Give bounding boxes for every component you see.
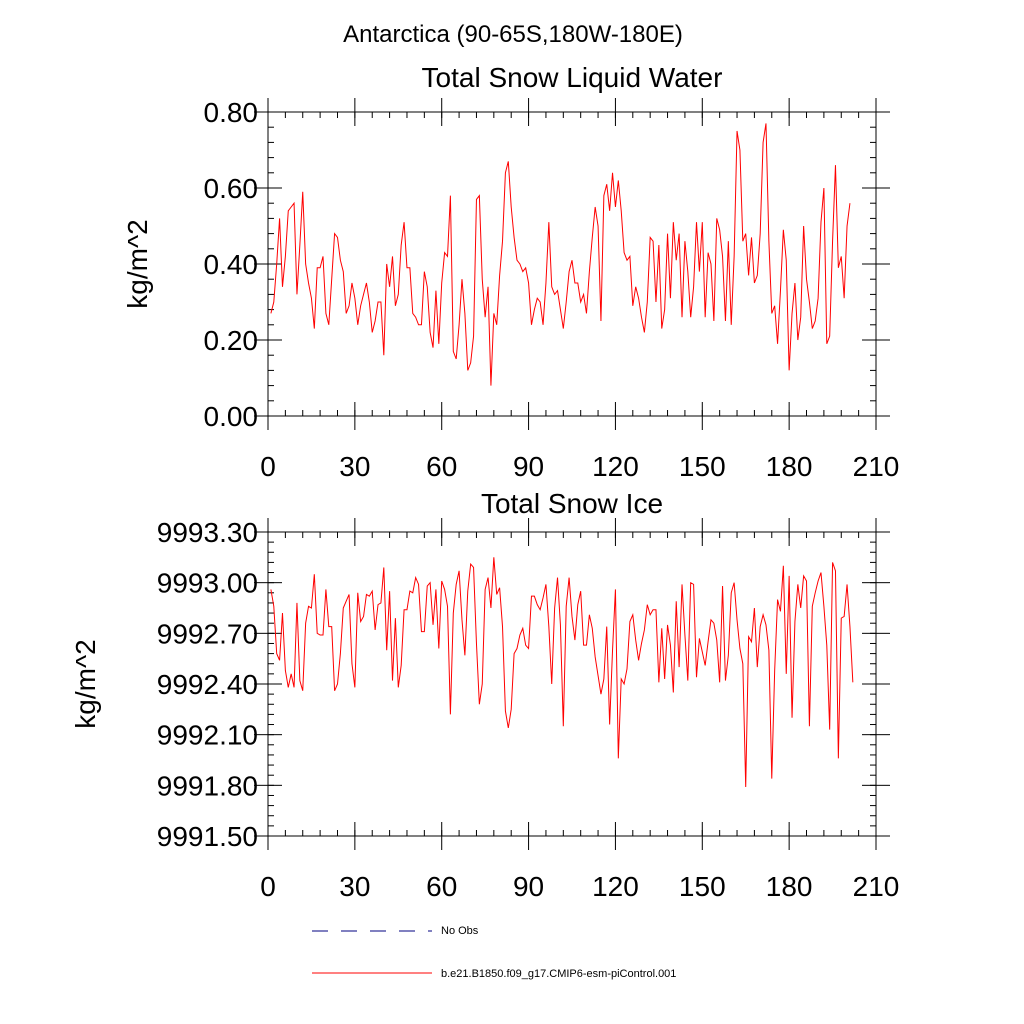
series-line bbox=[270, 557, 854, 788]
x-tick-label: 150 bbox=[679, 451, 726, 482]
x-tick-label: 60 bbox=[426, 871, 457, 902]
x-tick-label: 120 bbox=[592, 871, 639, 902]
page-title: Antarctica (90-65S,180W-180E) bbox=[343, 21, 683, 48]
y-tick-label: 0.40 bbox=[204, 249, 259, 280]
chart-title: Total Snow Liquid Water bbox=[422, 62, 723, 93]
x-tick-label: 30 bbox=[339, 451, 370, 482]
chart-panel-snow-liquid-water: Total Snow Liquid Water kg/m^2 0 30 60 90 120 1… bbox=[122, 62, 899, 482]
y-tick-label: 9992.40 bbox=[157, 669, 258, 700]
series-line bbox=[270, 123, 851, 386]
chart-panel-snow-ice: Total Snow Ice kg/m^2 0 30 60 90 120 150 180 210 9… bbox=[70, 488, 899, 902]
chart-title: Total Snow Ice bbox=[481, 488, 663, 519]
legend: No Obs b.e21.B1850.f09_g17.CMIP6-esm-piC… bbox=[312, 925, 676, 980]
y-tick-label: 0.80 bbox=[204, 97, 259, 128]
x-tick-label: 30 bbox=[339, 871, 370, 902]
x-tick-label: 0 bbox=[260, 871, 276, 902]
x-tick-label: 180 bbox=[766, 451, 813, 482]
x-tick-label: 150 bbox=[679, 871, 726, 902]
x-tick-label: 90 bbox=[513, 871, 544, 902]
y-tick-label: 9991.80 bbox=[157, 770, 258, 801]
y-axis-label: kg/m^2 bbox=[70, 639, 101, 728]
y-tick-label: 9993.30 bbox=[157, 517, 258, 548]
x-tick-label: 0 bbox=[260, 451, 276, 482]
x-tick-label: 180 bbox=[766, 871, 813, 902]
x-tick-label: 90 bbox=[513, 451, 544, 482]
legend-label-no-obs: No Obs bbox=[441, 925, 479, 937]
y-tick-label: 0.60 bbox=[204, 173, 259, 204]
y-tick-label: 9993.00 bbox=[157, 568, 258, 599]
x-tick-label: 120 bbox=[592, 451, 639, 482]
x-tick-label: 210 bbox=[853, 451, 900, 482]
legend-label-model-run: b.e21.B1850.f09_g17.CMIP6-esm-piControl.… bbox=[441, 968, 676, 980]
y-axis-label: kg/m^2 bbox=[122, 219, 153, 308]
plot-frame bbox=[267, 531, 877, 837]
x-tick-label: 60 bbox=[426, 451, 457, 482]
y-tick-label: 9991.50 bbox=[157, 821, 258, 852]
y-tick-label: 0.00 bbox=[204, 401, 259, 432]
y-tick-label: 9992.70 bbox=[157, 618, 258, 649]
x-tick-label: 210 bbox=[853, 871, 900, 902]
y-tick-label: 0.20 bbox=[204, 325, 259, 356]
y-tick-label: 9992.10 bbox=[157, 720, 258, 751]
